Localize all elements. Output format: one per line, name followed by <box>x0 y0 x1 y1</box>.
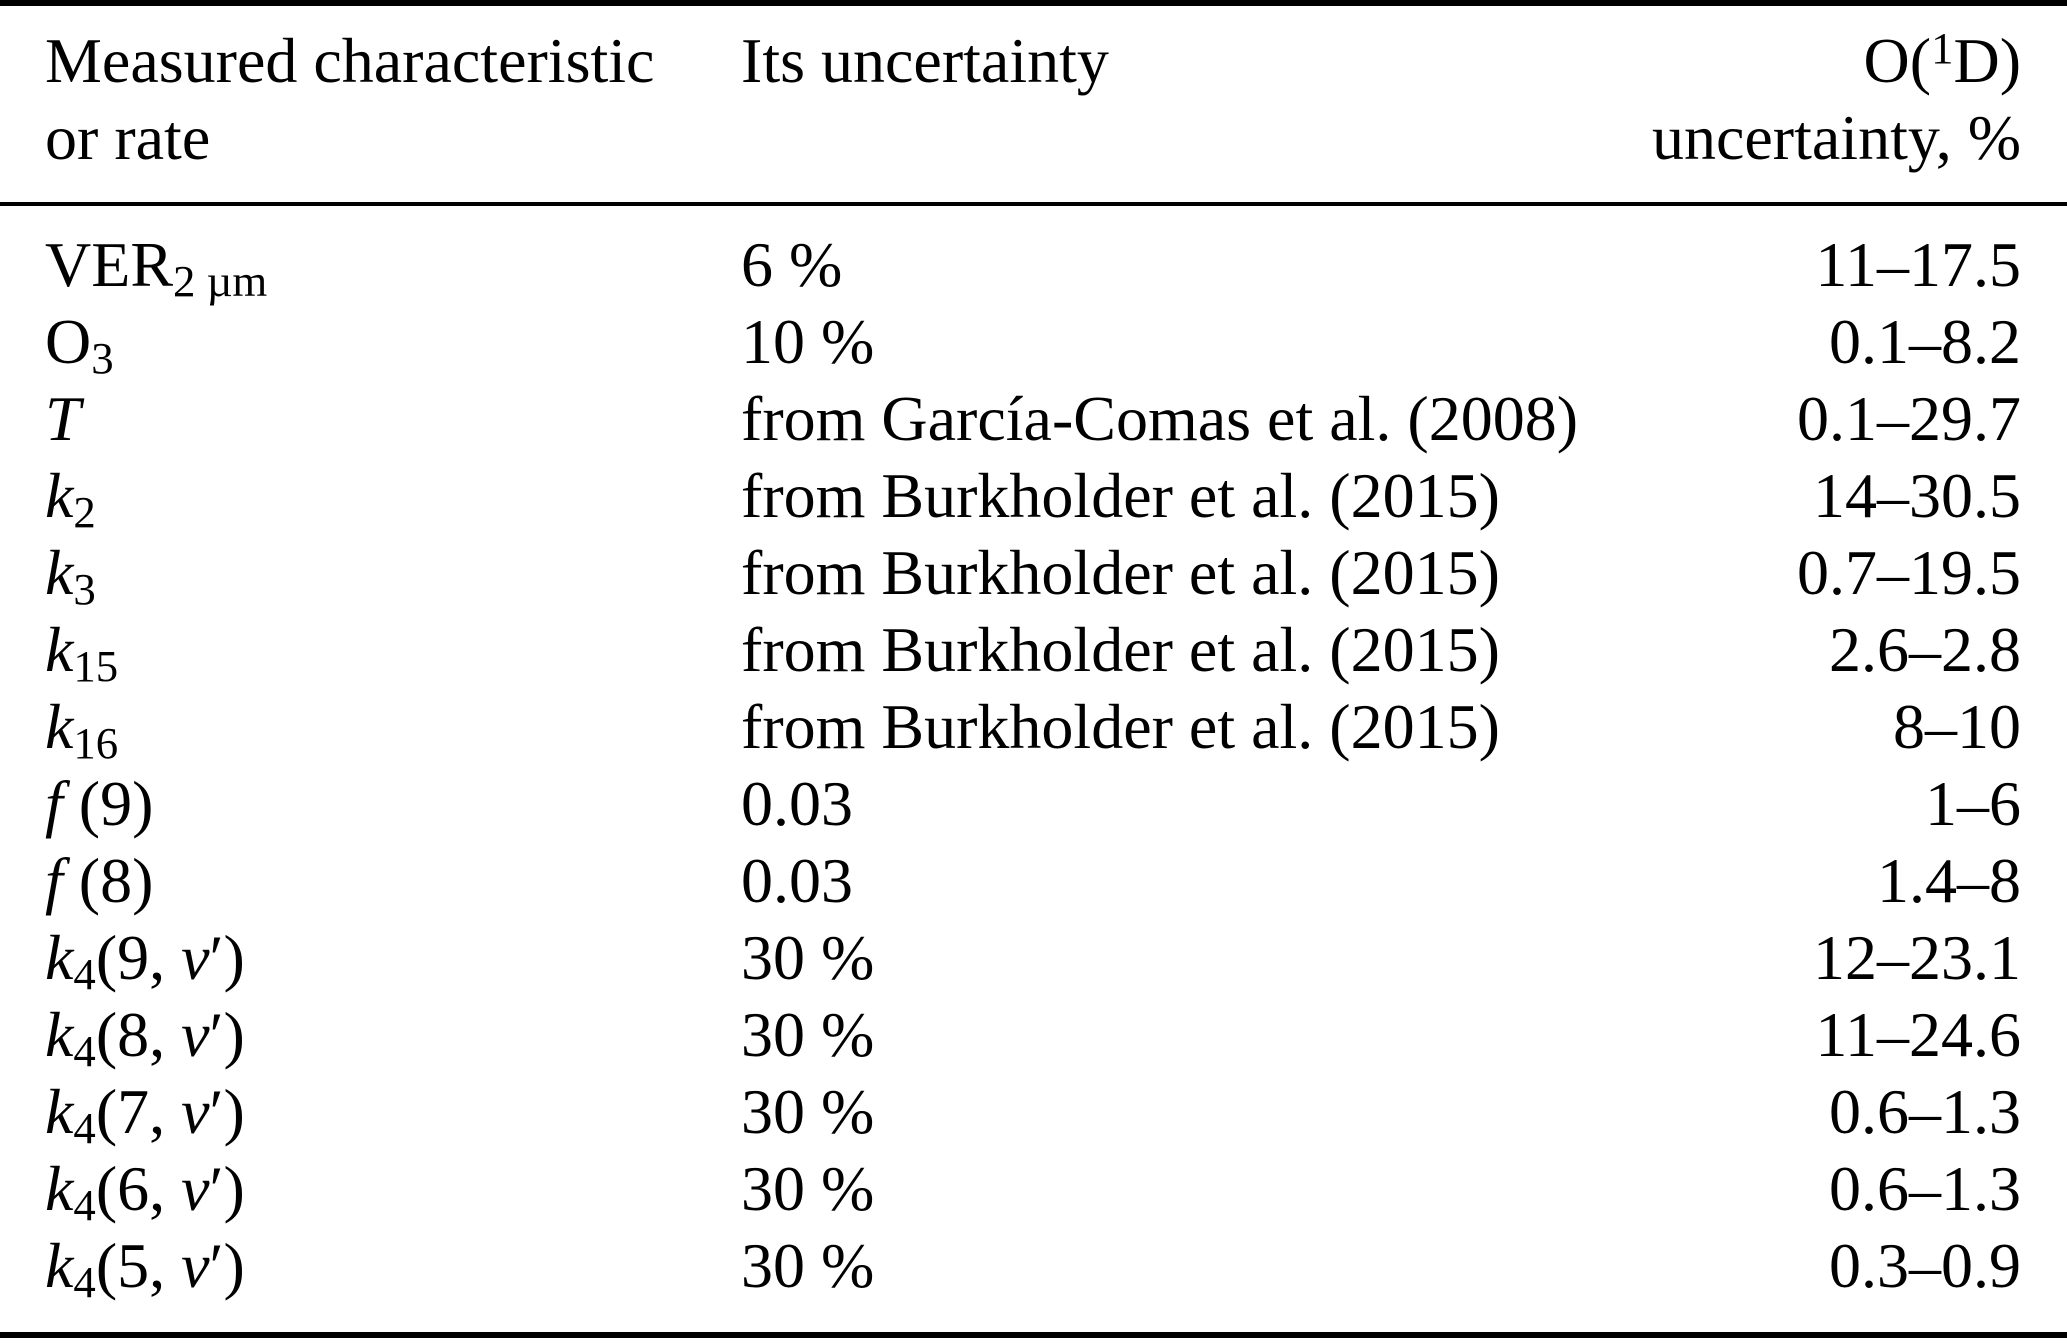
o1d-uncertainty-cell: 11–17.5 <box>1815 229 2021 300</box>
uncertainty-cell: 30 % <box>741 1230 875 1301</box>
uncertainty-cell: from Burkholder et al. (2015) <box>741 614 1500 685</box>
header-characteristic-line1: Measured characteristic <box>45 25 655 96</box>
o1d-suffix: D) <box>1953 25 2021 96</box>
table-header: Measured characteristic or rate Its unce… <box>45 22 2021 176</box>
o1d-uncertainty-cell: 0.1–29.7 <box>1797 383 2021 454</box>
table-row: k4(5, ν′) 30 % 0.3–0.9 <box>45 1227 2021 1304</box>
uncertainty-cell: from Burkholder et al. (2015) <box>741 537 1500 608</box>
header-characteristic-line2: or rate <box>45 102 211 173</box>
table-row: k3 from Burkholder et al. (2015) 0.7–19.5 <box>45 534 2021 611</box>
o1d-uncertainty-cell: 0.6–1.3 <box>1829 1076 2021 1147</box>
o1d-prefix: O( <box>1863 25 1932 96</box>
uncertainty-cell: 0.03 <box>741 768 853 839</box>
o1d-uncertainty-cell: 0.3–0.9 <box>1829 1230 2021 1301</box>
table-row: f (9) 0.03 1–6 <box>45 765 2021 842</box>
o1d-uncertainty-cell: 2.6–2.8 <box>1829 614 2021 685</box>
characteristic-cell: k4(9, ν′) <box>45 922 245 999</box>
uncertainty-cell: 30 % <box>741 922 875 993</box>
table-row: k4(7, ν′) 30 % 0.6–1.3 <box>45 1073 2021 1150</box>
uncertainty-cell: 30 % <box>741 999 875 1070</box>
characteristic-cell: k4(6, ν′) <box>45 1153 245 1230</box>
uncertainty-cell: from García-Comas et al. (2008) <box>741 383 1579 454</box>
table-row: k4(8, ν′) 30 % 11–24.6 <box>45 996 2021 1073</box>
table-row: k2 from Burkholder et al. (2015) 14–30.5 <box>45 457 2021 534</box>
characteristic-cell: O3 <box>45 306 114 383</box>
table-row: k4(9, ν′) 30 % 12–23.1 <box>45 919 2021 996</box>
uncertainty-cell: 6 % <box>741 229 843 300</box>
o1d-superscript: 1 <box>1931 23 1954 74</box>
uncertainty-cell: from Burkholder et al. (2015) <box>741 691 1500 762</box>
uncertainty-cell: 0.03 <box>741 845 853 916</box>
o1d-uncertainty-cell: 1.4–8 <box>1877 845 2021 916</box>
o1d-uncertainty-cell: 11–24.6 <box>1815 999 2021 1070</box>
header-o1d-line1: O(1D) <box>1652 22 2021 99</box>
characteristic-cell: k16 <box>45 691 119 768</box>
table-row: f (8) 0.03 1.4–8 <box>45 842 2021 919</box>
o1d-uncertainty-cell: 0.6–1.3 <box>1829 1153 2021 1224</box>
o1d-uncertainty-cell: 0.7–19.5 <box>1797 537 2021 608</box>
table-row: O3 10 % 0.1–8.2 <box>45 303 2021 380</box>
characteristic-cell: k3 <box>45 537 96 614</box>
o1d-uncertainty-cell: 8–10 <box>1893 691 2021 762</box>
characteristic-cell: k4(7, ν′) <box>45 1076 245 1153</box>
header-o1d-uncertainty: O(1D) uncertainty, % <box>1652 22 2021 176</box>
header-o1d-line2: uncertainty, % <box>1651 102 2021 173</box>
table-row: k15 from Burkholder et al. (2015) 2.6–2.8 <box>45 611 2021 688</box>
header-characteristic: Measured characteristic or rate <box>45 22 741 176</box>
o1d-uncertainty-cell: 14–30.5 <box>1813 460 2021 531</box>
uncertainty-cell: 30 % <box>741 1153 875 1224</box>
uncertainty-cell: from Burkholder et al. (2015) <box>741 460 1500 531</box>
uncertainty-cell: 30 % <box>741 1076 875 1147</box>
table-row: k16 from Burkholder et al. (2015) 8–10 <box>45 688 2021 765</box>
characteristic-cell: VER2 µm <box>45 229 268 306</box>
characteristic-cell: k15 <box>45 614 119 691</box>
bottom-rule <box>0 1332 2067 1338</box>
characteristic-cell: k2 <box>45 460 96 537</box>
o1d-uncertainty-cell: 1–6 <box>1925 768 2021 839</box>
characteristic-cell: k4(8, ν′) <box>45 999 245 1076</box>
uncertainty-cell: 10 % <box>741 306 875 377</box>
header-its-uncertainty: Its uncertainty <box>741 25 1109 96</box>
header-separator-rule <box>0 202 2067 206</box>
characteristic-cell: f (9) <box>45 768 154 839</box>
o1d-uncertainty-cell: 0.1–8.2 <box>1829 306 2021 377</box>
characteristic-cell: T <box>45 383 81 454</box>
table-row: VER2 µm 6 % 11–17.5 <box>45 226 2021 303</box>
characteristic-cell: k4(5, ν′) <box>45 1230 245 1307</box>
top-rule <box>0 0 2067 6</box>
characteristic-cell: f (8) <box>45 845 154 916</box>
table-row: k4(6, ν′) 30 % 0.6–1.3 <box>45 1150 2021 1227</box>
o1d-uncertainty-cell: 12–23.1 <box>1813 922 2021 993</box>
